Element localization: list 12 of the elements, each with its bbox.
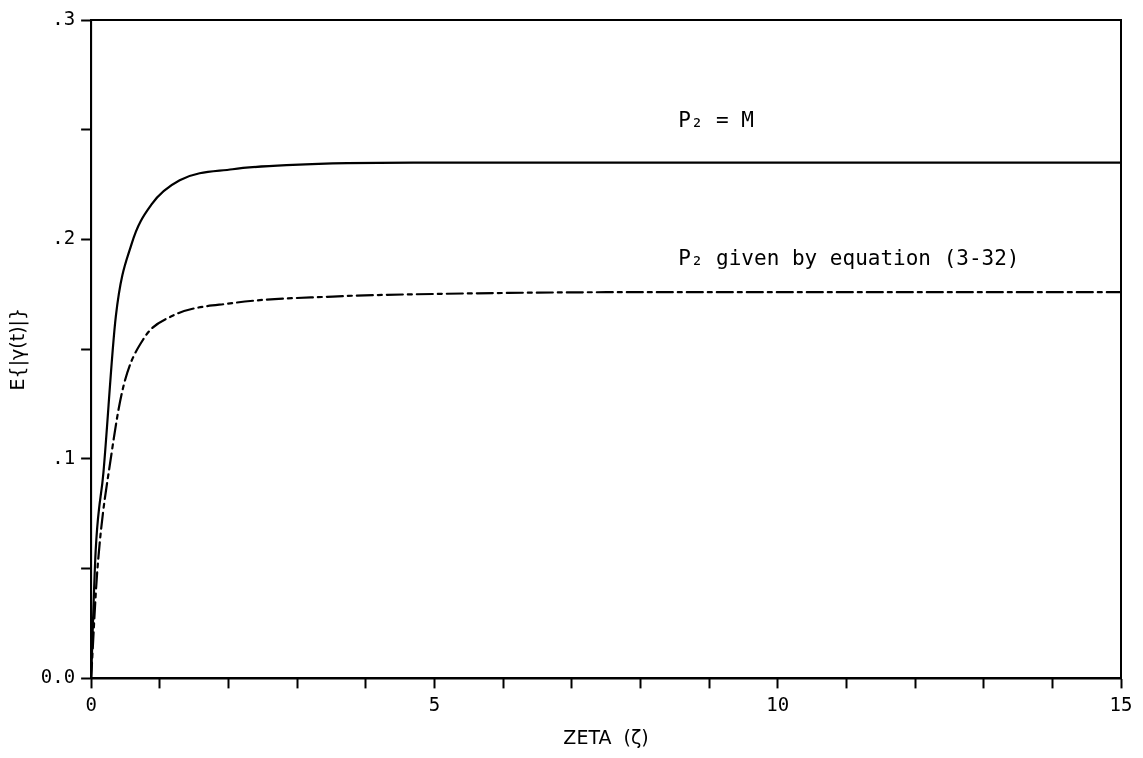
y-axis-title: E{|γ(t)|} [6, 307, 30, 391]
y-tick-label: .3 [52, 6, 76, 29]
y-tick-label: .2 [52, 226, 76, 249]
x-axis-title: ZETA (ζ) [563, 725, 649, 748]
annotation: P₂ = M [678, 107, 755, 132]
x-tick-label: 0 [85, 692, 97, 715]
y-tick-label: 0.0 [40, 665, 76, 688]
y-tick-label: .1 [52, 445, 76, 468]
x-tick-label: 10 [766, 692, 790, 715]
x-tick-label: 15 [1109, 692, 1133, 715]
x-tick-label: 5 [428, 692, 441, 715]
annotation: P₂ given by equation (3-32) [678, 246, 1020, 271]
